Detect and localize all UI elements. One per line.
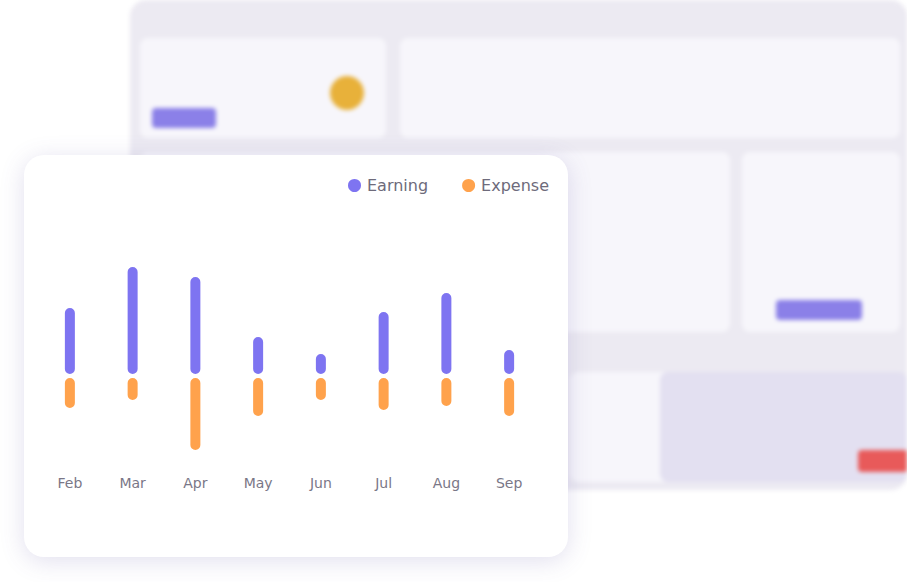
svg-text:May: May xyxy=(244,475,273,491)
svg-text:Sep: Sep xyxy=(496,475,523,491)
svg-text:Jun: Jun xyxy=(309,475,332,491)
svg-text:Mar: Mar xyxy=(119,475,146,491)
svg-text:Apr: Apr xyxy=(183,475,207,491)
svg-text:Jul: Jul xyxy=(374,475,392,491)
svg-text:Aug: Aug xyxy=(433,475,460,491)
svg-text:Earning: Earning xyxy=(367,176,428,195)
svg-text:Feb: Feb xyxy=(57,475,82,491)
svg-text:Expense: Expense xyxy=(481,176,549,195)
